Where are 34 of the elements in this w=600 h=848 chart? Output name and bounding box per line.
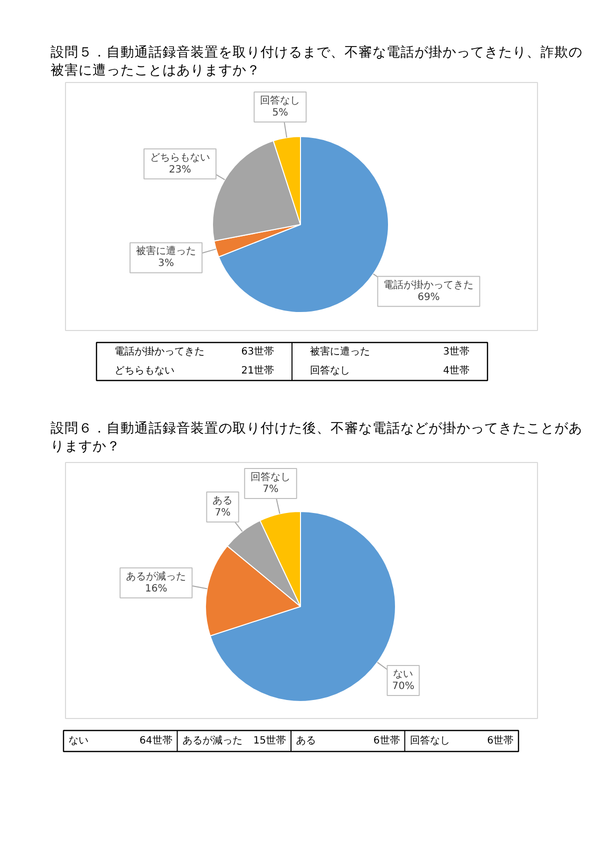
data-label: 23%: [168, 164, 192, 176]
text: ある: [296, 736, 316, 746]
data-label: 3%: [158, 258, 174, 270]
text: 3世帯: [443, 346, 470, 358]
data-label: 7%: [214, 507, 231, 518]
slice-label: 回答なし: [250, 471, 291, 484]
data-label: 16%: [144, 583, 168, 594]
slice-label: 被害に遭った: [136, 245, 196, 258]
slice-label: ない: [393, 669, 414, 680]
slice-label: ある: [212, 495, 233, 506]
text: 被害に遭った: [310, 346, 370, 358]
slice-label: 回答なし: [260, 94, 300, 106]
text: 回答なし: [410, 734, 450, 746]
text: 63世帯: [241, 346, 274, 358]
text: 64世帯: [140, 734, 172, 746]
text: 電話が掛かってきた: [114, 346, 204, 358]
text: 6世帯: [373, 734, 400, 746]
text: 回答なし: [310, 364, 350, 376]
chart-title: 設問６．自動通話録音装置の取り付けた後、不審な電話などが掛かってきたことがありますか？: [50, 420, 582, 454]
text: 21世帯: [241, 364, 274, 376]
text: ない: [68, 736, 88, 746]
text: 6世帯: [487, 734, 514, 746]
slice-label: どちらもない: [150, 152, 210, 164]
chart-title: 設問５．自動通話録音装置を取り付けるまで、不審な電話が掛かってきたり、詐欺の被害に遭ったことはありますか？: [50, 44, 582, 78]
data-label: 5%: [272, 107, 288, 118]
data-label: 7%: [262, 484, 279, 496]
text: 4世帯: [443, 364, 470, 376]
text: 15世帯: [253, 734, 286, 746]
text: あるが減った: [182, 734, 242, 746]
data-label: 69%: [418, 292, 440, 303]
text: どちらもない: [114, 366, 174, 376]
data-label: 70%: [392, 681, 414, 692]
slice-label: あるが減った: [126, 570, 186, 582]
slice-label: 電話が掛かってきた: [384, 278, 474, 291]
